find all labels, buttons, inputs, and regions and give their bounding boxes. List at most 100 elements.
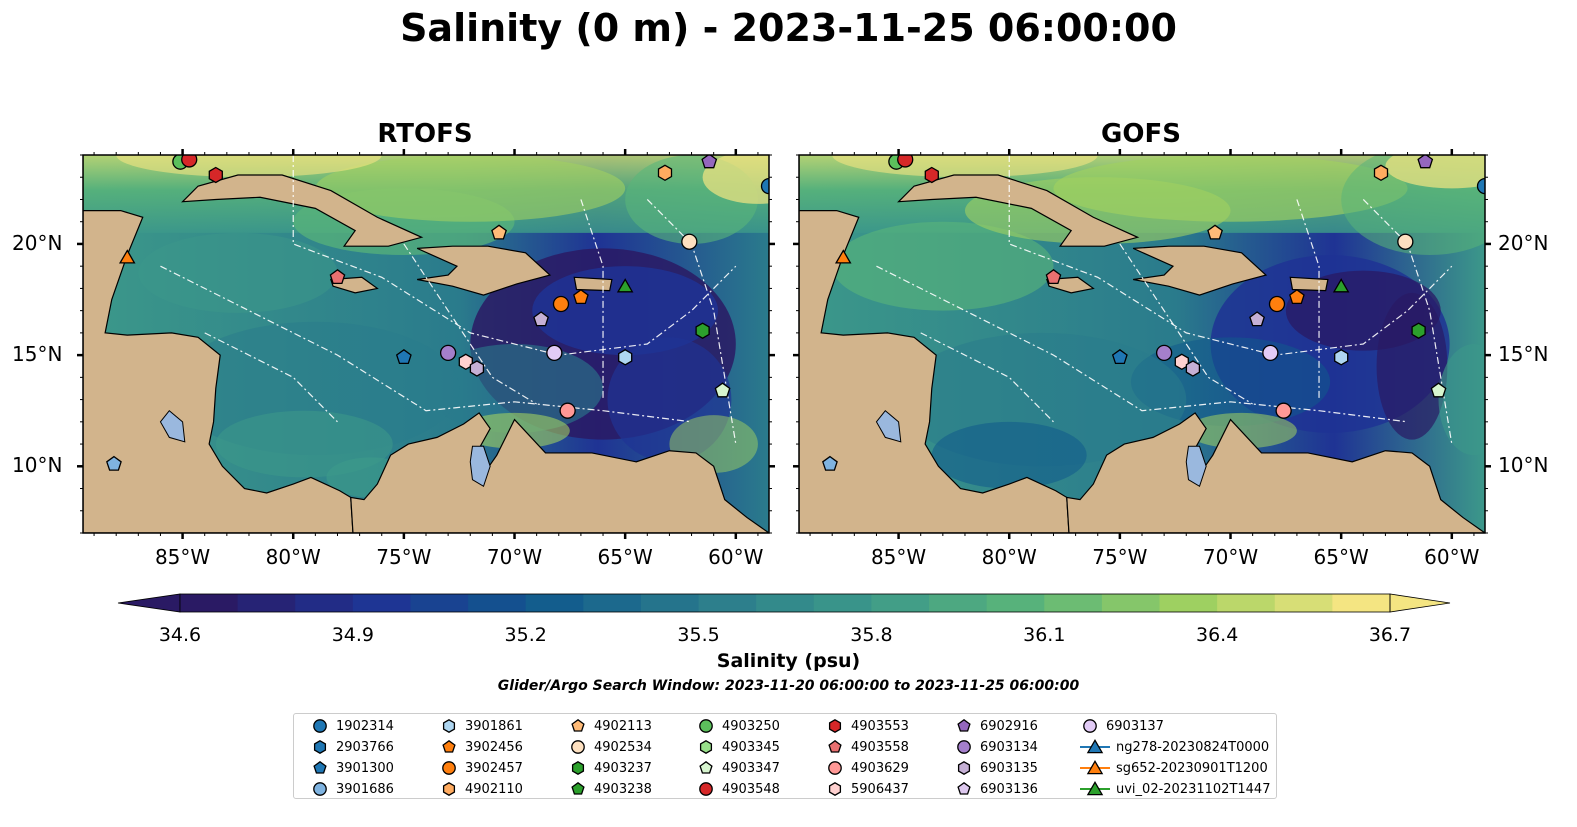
map-marker (822, 455, 838, 471)
lat-tick-label-left: 15°N (12, 342, 63, 367)
lon-tick-label: 60°W (708, 545, 764, 569)
lon-tick-label: 75°W (1092, 545, 1148, 569)
colorbar-tick-label: 35.5 (677, 624, 720, 646)
legend-item: 3902457 (439, 758, 523, 778)
legend-triangle (1086, 780, 1104, 796)
map-marker (760, 177, 769, 195)
lat-tick-label-right: 20°N (1498, 230, 1549, 255)
panel-title-rtofs: RTOFS (377, 119, 473, 149)
colorbar-segment (813, 594, 873, 612)
lat-tick-label-left: 20°N (12, 230, 63, 255)
legend-item: 4903629 (825, 758, 909, 778)
legend-marker-icon (571, 740, 585, 754)
map-marker (1174, 353, 1189, 371)
legend-symbol (828, 719, 842, 733)
axis-ticks (77, 149, 1491, 539)
legend-symbol (571, 718, 585, 732)
map-marker (1334, 349, 1349, 366)
legend-marker-icon (1083, 719, 1097, 733)
legend-symbol (442, 719, 456, 733)
legend-symbol (313, 760, 327, 774)
map-marker (1275, 402, 1292, 419)
legend-symbol (442, 761, 456, 775)
map-marker (181, 155, 198, 168)
legend-marker-icon (442, 761, 456, 775)
lat-tick-label-right: 10°N (1498, 453, 1549, 478)
legend-marker-icon (699, 760, 713, 774)
legend-label: 4903548 (722, 781, 780, 797)
map-marker (714, 382, 731, 398)
legend-triangle (1086, 738, 1104, 754)
legend-label: 3902457 (465, 760, 523, 776)
colorbar-tick-label: 36.4 (1195, 624, 1239, 646)
colorbar-segment (986, 594, 1045, 612)
map-marker (924, 166, 939, 184)
legend-triangle (1086, 759, 1104, 775)
legend-label: 1902314 (336, 718, 394, 734)
map-marker (546, 344, 563, 362)
legend-symbol (571, 761, 585, 775)
map-marker (1262, 344, 1279, 362)
colorbar-tick-label: 34.9 (331, 624, 374, 646)
legend-item: 4903558 (825, 737, 909, 757)
maps-area (77, 149, 1491, 539)
map-marker (1289, 288, 1305, 305)
map-marker (1185, 360, 1201, 377)
legend-marker-icon (313, 782, 327, 796)
colorbar-extend-min (117, 593, 181, 613)
map-marker (439, 344, 457, 362)
legend-item: 6903137 (1080, 716, 1164, 736)
legend-symbol (313, 719, 327, 733)
panel-title-gofs: GOFS (1101, 119, 1181, 149)
legend-symbol (828, 782, 842, 796)
legend-item: 4903237 (568, 758, 652, 778)
legend-marker-icon (957, 761, 971, 775)
map-marker (616, 278, 634, 293)
legend-marker-icon (1080, 780, 1110, 796)
legend-label: 4903238 (594, 781, 652, 797)
lat-tick-label-left: 10°N (12, 453, 63, 478)
legend-item: 3901861 (439, 716, 523, 736)
lon-tick-label: 65°W (597, 545, 653, 569)
legend-marker-icon (828, 719, 842, 733)
map-marker (834, 249, 852, 264)
main-title: Salinity (0 m) - 2023-11-25 06:00:00 (400, 6, 1177, 50)
legend-marker-icon (313, 740, 327, 754)
lon-tick-label: 85°W (870, 545, 927, 569)
legend-marker-icon (442, 739, 456, 753)
legend-item: 6902916 (954, 716, 1038, 736)
colorbar-tick-label: 36.7 (1368, 624, 1412, 646)
lat-tick-label-right: 15°N (1498, 342, 1549, 367)
map-marker (106, 455, 122, 471)
map-marker (1045, 268, 1062, 285)
legend-label: 4903250 (722, 718, 780, 734)
legend-symbol (699, 760, 713, 774)
legend-item: uvi_02-20231102T1447 (1080, 779, 1270, 799)
legend-symbol (828, 739, 842, 753)
colorbar-segment (352, 594, 412, 612)
legend-label: 5906437 (851, 781, 909, 797)
legend-symbol (313, 740, 327, 754)
map-marker (1155, 344, 1173, 362)
colorbar-segment (410, 594, 469, 612)
legend-marker-icon (828, 739, 842, 753)
legend-marker-icon (571, 781, 585, 795)
colorbar-segment (1274, 594, 1333, 612)
map-marker (657, 164, 673, 182)
map-marker (618, 349, 633, 366)
lon-tick-label: 85°W (154, 545, 211, 569)
legend-marker-icon (699, 719, 713, 733)
search-window-text: Glider/Argo Search Window: 2023-11-20 06… (497, 678, 1080, 694)
colorbar-segments (117, 593, 1451, 613)
legend-item: 1902314 (310, 716, 394, 736)
colorbar-title: Salinity (psu) (716, 650, 861, 672)
legend-item: 6903136 (954, 779, 1038, 799)
colorbar-segment (1159, 594, 1218, 612)
map-marker (469, 360, 485, 377)
legend-marker-icon (571, 761, 585, 775)
legend-marker-icon (442, 719, 456, 733)
legend-label: 6902916 (980, 718, 1038, 734)
legend-symbol (442, 782, 456, 796)
legend-label: 6903134 (980, 739, 1038, 755)
legend-item: 4902113 (568, 716, 652, 736)
